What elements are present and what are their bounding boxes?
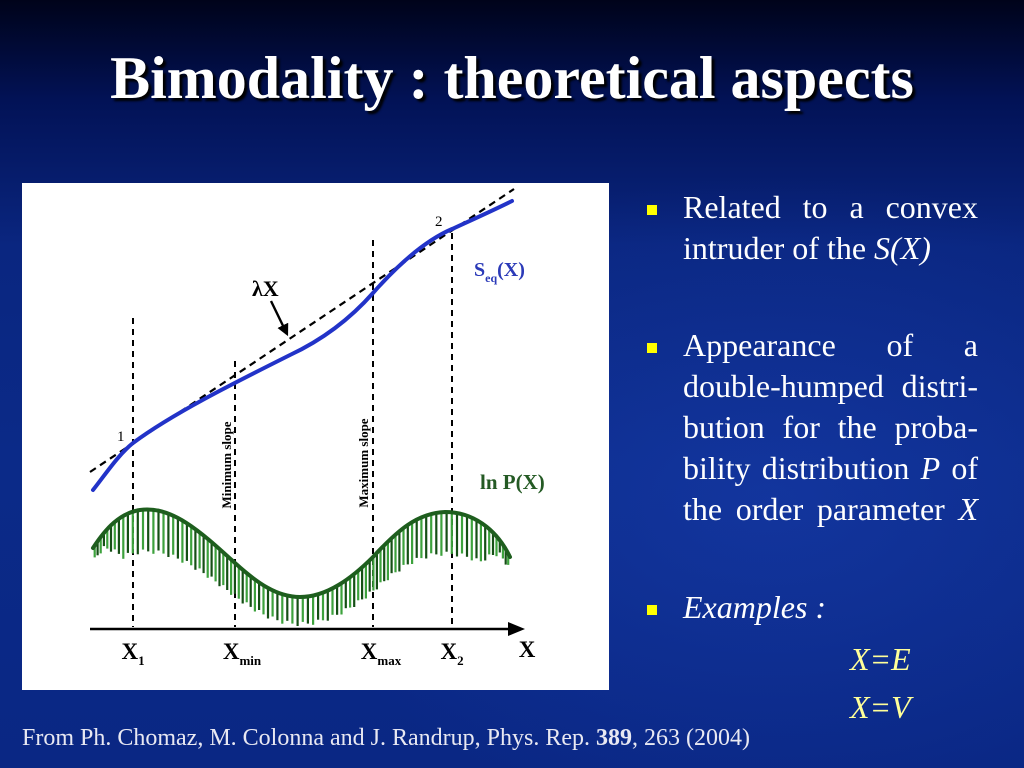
bullet-line: Appearance of a: [683, 325, 978, 366]
bullet-line: Related to a convex: [683, 187, 978, 228]
point-1-label: 1: [117, 429, 125, 445]
point-2-label: 2: [435, 214, 443, 230]
bullet-line: bution for the proba-: [683, 407, 978, 448]
bullet-examples: Examples :: [683, 587, 978, 628]
bullet-line: double-humped distri-: [683, 366, 978, 407]
bullet-line: the order parameter X: [683, 489, 978, 530]
bullet-double-humped: Appearance of a double-humped distri- bu…: [683, 325, 978, 530]
diagram-canvas: 1 2 λX Seq(X) ln P(X) Minimum slope Maxi…: [89, 188, 545, 668]
bullet-italic-text: Examples :: [683, 589, 827, 625]
bullet-text: Related to a convex: [683, 189, 978, 225]
citation-volume: 389: [596, 725, 632, 751]
bullet-italic-text: S(X): [874, 230, 931, 266]
entropy-label-main: S: [474, 259, 485, 281]
axis-tick-x1: X1: [121, 639, 144, 668]
log-probability-label: ln P(X): [480, 470, 545, 494]
x-axis-arrowhead: [508, 622, 525, 636]
axis-title: X: [519, 637, 536, 662]
bullet-italic-text: P: [920, 450, 941, 486]
entropy-label-suffix: (X): [497, 259, 525, 281]
tangent-pointer-arrow: [269, 300, 289, 337]
citation-text: , 263 (2004): [632, 725, 750, 751]
citation-text: From Ph. Chomaz, M. Colonna and J. Randr…: [22, 725, 596, 751]
entropy-curve: [91, 199, 514, 492]
axis-tick-xmin: Xmin: [223, 639, 262, 668]
example-volume: X=V: [850, 689, 911, 725]
entropy-label: Seq(X): [474, 259, 525, 285]
bullet-marker: [647, 205, 657, 215]
bullet-text: bution for the proba-: [683, 409, 978, 445]
axis-tick-main: X: [121, 639, 138, 664]
bullet-text: intruder of the: [683, 230, 875, 266]
slide-title: Bimodality : theoretical aspects: [110, 45, 914, 111]
axis-tick-main: X: [223, 639, 240, 664]
bullet-convex-intruder: Related to a convex intruder of the S(X): [683, 187, 978, 269]
axis-tick-main: X: [440, 639, 457, 664]
bimodality-diagram: 1 2 λX Seq(X) ln P(X) Minimum slope Maxi…: [22, 183, 609, 690]
axis-tick-sub: min: [239, 653, 261, 668]
bullet-text: bility distribution: [683, 450, 921, 486]
bullet-text: double-humped distri-: [683, 368, 978, 404]
axis-tick-sub: max: [377, 653, 401, 668]
bullet-text: of: [940, 450, 979, 486]
bullet-line: intruder of the S(X): [683, 228, 978, 269]
citation: From Ph. Chomaz, M. Colonna and J. Randr…: [22, 724, 750, 752]
bullet-line: bility distribution P of: [683, 448, 978, 489]
entropy-label-sub: eq: [485, 271, 497, 285]
axis-tick-main: X: [361, 639, 378, 664]
axis-tick-x2: X2: [440, 639, 463, 668]
bullet-italic-text: X: [958, 491, 978, 527]
bullet-text: the order parameter: [683, 491, 959, 527]
bullet-marker: [647, 343, 657, 353]
tangent-label: λX: [252, 276, 279, 301]
bullet-line: Examples :: [683, 587, 978, 628]
bullet-text: Appearance of a: [683, 327, 978, 363]
log-probability-curve: [91, 507, 512, 599]
minimum-slope-label: Minimum slope: [219, 421, 234, 508]
axis-tick-sub: 2: [457, 653, 464, 668]
example-energy: X=E: [850, 641, 911, 677]
axis-tick-xmax: Xmax: [361, 639, 402, 668]
bullet-marker: [647, 605, 657, 615]
maximum-slope-label: Maximum slope: [356, 418, 371, 507]
axis-tick-sub: 1: [138, 653, 145, 668]
log-probability-hatching: [93, 509, 510, 626]
